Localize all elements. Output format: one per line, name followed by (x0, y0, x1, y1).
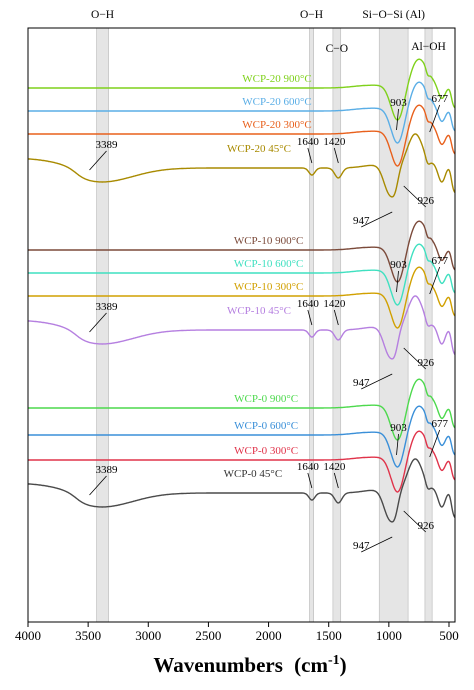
band-label-1: O−H (300, 9, 323, 21)
x-tick-label-6: 1000 (376, 628, 402, 643)
annotation-6: 947 (353, 215, 370, 227)
annotation-arrow-11 (429, 266, 441, 295)
band-label-0: O−H (91, 9, 114, 21)
annotation-1: 1640 (297, 136, 320, 148)
annotation-arrow-18 (429, 429, 441, 458)
annotation-0: 3389 (95, 139, 118, 151)
annotation-17: 903 (390, 422, 407, 434)
annotation-arrow-1 (307, 147, 313, 164)
annotation-arrow-6 (361, 211, 393, 228)
x-axis-label: Wavenumbers (cm-1) (153, 653, 346, 677)
series-label-2: WCP-20 300°C (242, 119, 312, 131)
annotation-arrow-15 (307, 472, 313, 489)
annotation-arrow-17 (396, 433, 399, 456)
annotation-8: 1640 (297, 298, 320, 310)
series-label-3: WCP-20 45°C (227, 143, 291, 155)
annotation-arrow-19 (403, 510, 427, 533)
x-axis-label-main: Wavenumbers (153, 653, 283, 677)
annotation-arrow-4 (429, 104, 441, 133)
series-label-4: WCP-10 900°C (234, 235, 304, 247)
annotation-arrow-0 (89, 150, 107, 171)
series-label-5: WCP-10 600°C (234, 258, 304, 270)
annotation-arrow-7 (89, 312, 107, 333)
band-3 (378, 27, 409, 623)
x-tick-label-0: 4000 (15, 628, 41, 643)
series-label-9: WCP-0 600°C (234, 420, 298, 432)
series-line-1 (28, 81, 456, 144)
annotation-7: 3389 (95, 301, 118, 313)
series-line-3 (28, 133, 456, 198)
annotation-arrow-2 (333, 147, 339, 164)
x-tick-label-7: 500 (439, 628, 459, 643)
series-line-2 (28, 104, 456, 167)
x-tick-label-4: 2000 (256, 628, 282, 643)
annotation-4: 677 (431, 93, 448, 105)
series-line-6 (28, 266, 456, 329)
band-label-3: Si−O−Si (Al) (362, 9, 425, 21)
annotation-20: 947 (353, 540, 370, 552)
series-label-1: WCP-20 600°C (242, 96, 312, 108)
annotation-2: 1420 (323, 136, 346, 148)
annotation-arrow-9 (333, 309, 339, 326)
annotation-16: 1420 (323, 461, 346, 473)
series-label-10: WCP-0 300°C (234, 445, 298, 457)
series-group (28, 58, 456, 523)
annotation-10: 903 (390, 259, 407, 271)
annotation-arrow-3 (396, 108, 399, 131)
x-axis-label-sup: -1 (328, 653, 340, 668)
annotation-5: 926 (417, 195, 434, 207)
band-label-4: Al−OH (411, 41, 446, 53)
band-0 (96, 27, 109, 623)
annotation-arrow-5 (403, 185, 427, 208)
annotation-arrow-12 (403, 347, 427, 370)
annotation-12: 926 (417, 357, 434, 369)
annotation-arrow-20 (361, 536, 393, 553)
x-tick-label-5: 1500 (316, 628, 342, 643)
annotation-18: 677 (431, 418, 448, 430)
series-line-4 (28, 220, 456, 283)
series-line-9 (28, 405, 456, 468)
x-tick-label-1: 3500 (75, 628, 101, 643)
series-line-10 (28, 430, 456, 493)
x-axis: 4000 3500 3000 2500 2000 1500 1000 500 (15, 27, 459, 643)
series-label-6: WCP-10 300°C (234, 281, 304, 293)
series-label-8: WCP-0 900°C (234, 393, 298, 405)
annotation-14: 3389 (95, 464, 118, 476)
annotation-19: 926 (417, 520, 434, 532)
series-line-11 (28, 458, 456, 523)
series-label-group: WCP-20 900°C WCP-20 600°C WCP-20 300°C WCP-… (224, 73, 312, 480)
series-line-8 (28, 378, 456, 441)
band-label-2: C−O (326, 43, 348, 55)
annotation-arrow-10 (396, 270, 399, 293)
series-line-5 (28, 243, 456, 306)
x-tick-label-3: 2500 (195, 628, 221, 643)
series-label-11: WCP-0 45°C (224, 468, 283, 480)
band-2 (332, 27, 342, 623)
annotation-15: 1640 (297, 461, 320, 473)
x-axis-label-close: ) (340, 653, 347, 677)
annotation-11: 677 (431, 255, 448, 267)
annotation-arrow-8 (307, 309, 313, 326)
plot-frame (27, 27, 456, 623)
annotation-arrow-16 (333, 472, 339, 489)
x-tick-label-2: 3000 (135, 628, 161, 643)
annotation-9: 1420 (323, 298, 346, 310)
annotation-arrow-14 (89, 475, 107, 496)
x-axis-label-unit: (cm (294, 653, 328, 677)
series-line-0 (28, 58, 456, 121)
series-label-7: WCP-10 45°C (227, 305, 291, 317)
series-label-0: WCP-20 900°C (242, 73, 312, 85)
annotation-3: 903 (390, 97, 407, 109)
series-line-7 (28, 295, 456, 360)
annotation-13: 947 (353, 377, 370, 389)
annotation-arrow-13 (361, 373, 393, 390)
